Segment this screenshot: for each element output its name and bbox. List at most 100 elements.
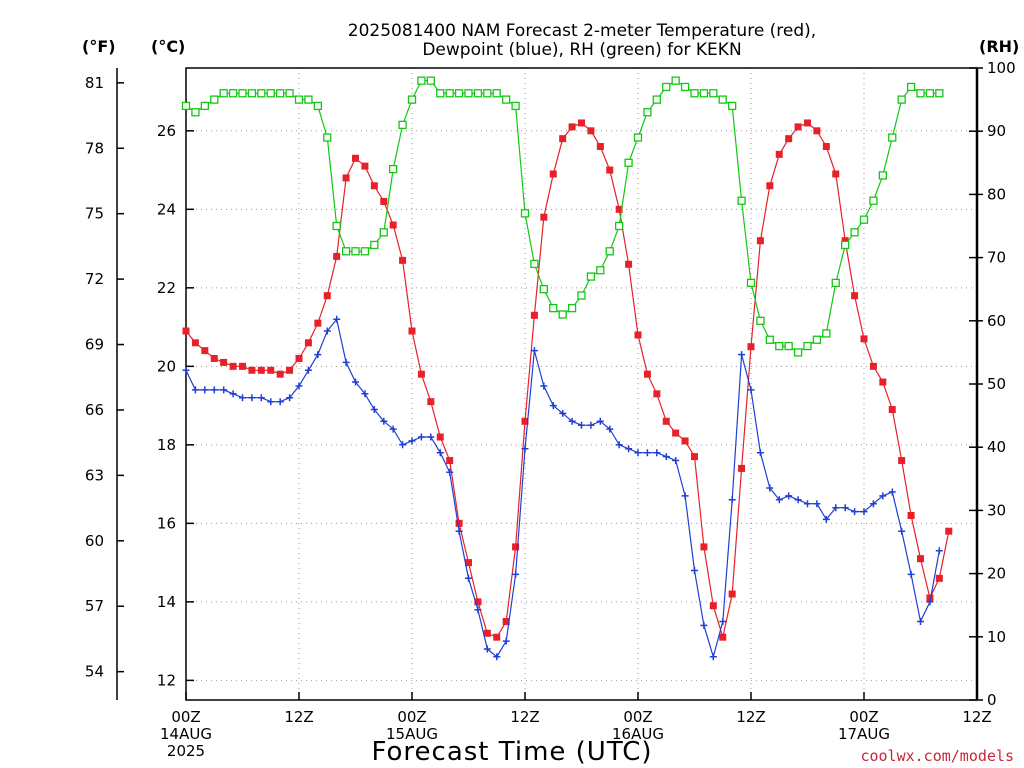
rh-point bbox=[257, 89, 266, 98]
fahrenheit-tick-label: 54 bbox=[85, 663, 104, 681]
temperature-point bbox=[926, 594, 934, 602]
temperature-point bbox=[785, 135, 793, 143]
fahrenheit-unit-label: (°F) bbox=[82, 37, 116, 56]
rh-point bbox=[718, 95, 727, 104]
dewpoint-point bbox=[681, 492, 689, 500]
dewpoint-point bbox=[898, 527, 906, 535]
temperature-point bbox=[832, 170, 840, 178]
celsius-tick-label: 20 bbox=[157, 357, 176, 375]
dewpoint-point bbox=[512, 570, 520, 578]
rh-point bbox=[662, 82, 671, 92]
rh-point bbox=[313, 101, 322, 111]
rh-tick-label: 100 bbox=[987, 59, 1016, 77]
temperature-point bbox=[210, 354, 218, 362]
axes: 54 57 60 63 66 69 72 75 78 81 12 14 16 18 20 22 24 26 0 10 2… bbox=[85, 59, 1016, 760]
temperature-point bbox=[756, 237, 764, 245]
rh-point bbox=[869, 196, 878, 205]
x-tick-label: 16AUG bbox=[612, 725, 664, 743]
fahrenheit-tick-label: 66 bbox=[85, 401, 104, 419]
dewpoint-point bbox=[860, 508, 868, 516]
rh-point bbox=[341, 247, 351, 256]
rh-point bbox=[925, 89, 935, 98]
dewpoint-point bbox=[370, 406, 378, 413]
temperature-point bbox=[352, 154, 359, 162]
temperature-point bbox=[681, 437, 689, 445]
temperature-point bbox=[370, 182, 378, 190]
x-axis-title: Forecast Time (UTC) bbox=[371, 737, 652, 767]
rh-point bbox=[680, 82, 690, 92]
dewpoint-point bbox=[879, 492, 887, 500]
dewpoint-point bbox=[832, 504, 840, 512]
temperature-point bbox=[276, 370, 284, 378]
fahrenheit-tick-label: 60 bbox=[85, 532, 104, 550]
temperature-point bbox=[380, 197, 388, 205]
fahrenheit-tick-label: 69 bbox=[85, 336, 104, 354]
dewpoint-point bbox=[549, 402, 557, 410]
dewpoint-point bbox=[869, 500, 877, 508]
rh-point bbox=[351, 247, 360, 256]
dewpoint-point bbox=[399, 441, 407, 449]
dewpoint-point bbox=[766, 484, 774, 492]
temperature-point bbox=[361, 162, 369, 170]
x-tick-label: 2025 bbox=[167, 742, 205, 760]
rh-point bbox=[483, 89, 492, 98]
dewpoint-point bbox=[907, 570, 915, 578]
rh-point bbox=[897, 95, 906, 104]
rh-tick-label: 50 bbox=[987, 375, 1006, 393]
rh-point bbox=[709, 89, 718, 98]
dewpoint-point bbox=[568, 417, 576, 425]
dewpoint-point bbox=[267, 398, 275, 406]
dewpoint-point bbox=[587, 421, 595, 429]
dewpoint-point bbox=[323, 327, 331, 335]
temperature-point bbox=[559, 135, 567, 143]
dewpoint-point bbox=[220, 386, 228, 394]
rh-point bbox=[643, 108, 652, 117]
temperature-point bbox=[804, 119, 811, 127]
temperature-point bbox=[587, 127, 595, 135]
temperature-point bbox=[794, 123, 802, 131]
dewpoint-point bbox=[841, 504, 849, 512]
temperature-line bbox=[185, 122, 950, 640]
rh-point bbox=[615, 221, 624, 231]
x-tick-label: 00Z bbox=[623, 708, 652, 726]
dewpoint-point bbox=[822, 515, 830, 523]
dewpoint-point bbox=[813, 500, 821, 508]
temperature-point bbox=[521, 417, 529, 425]
rh-point bbox=[181, 101, 191, 111]
dewpoint-series bbox=[182, 315, 943, 661]
dewpoint-point bbox=[521, 445, 529, 453]
temperature-point bbox=[333, 252, 341, 260]
temperature-point bbox=[625, 260, 633, 268]
x-tick-label: 12Z bbox=[962, 708, 991, 726]
temperature-point bbox=[295, 354, 303, 362]
dewpoint-point bbox=[615, 441, 623, 449]
rh-point bbox=[200, 101, 209, 111]
credit-text: coolwx.com/models bbox=[860, 747, 1014, 765]
rh-point bbox=[878, 171, 887, 180]
rh-point bbox=[502, 95, 511, 104]
rh-point bbox=[746, 278, 756, 288]
rh-point bbox=[539, 285, 548, 294]
temperature-point bbox=[775, 150, 783, 158]
rh-tick-label: 10 bbox=[987, 628, 1006, 646]
x-tick-label: 14AUG bbox=[160, 725, 212, 743]
rh-point bbox=[389, 164, 398, 174]
temperature-point bbox=[512, 543, 520, 551]
rh-tick-label: 40 bbox=[987, 438, 1006, 456]
rh-point bbox=[549, 304, 558, 313]
temperature-point bbox=[493, 633, 501, 641]
rh-point bbox=[426, 76, 435, 85]
temperature-point bbox=[323, 292, 331, 300]
dewpoint-point bbox=[653, 449, 661, 457]
celsius-tick-label: 12 bbox=[157, 671, 176, 689]
rh-point bbox=[822, 329, 831, 338]
rh-point bbox=[841, 240, 850, 250]
dewpoint-point bbox=[276, 398, 284, 406]
dewpoint-point bbox=[295, 382, 303, 390]
rh-point bbox=[859, 215, 869, 224]
rh-point bbox=[586, 272, 596, 281]
rh-point bbox=[276, 89, 285, 98]
rh-point bbox=[850, 228, 859, 237]
dewpoint-point bbox=[728, 496, 736, 504]
rh-point bbox=[219, 89, 228, 98]
